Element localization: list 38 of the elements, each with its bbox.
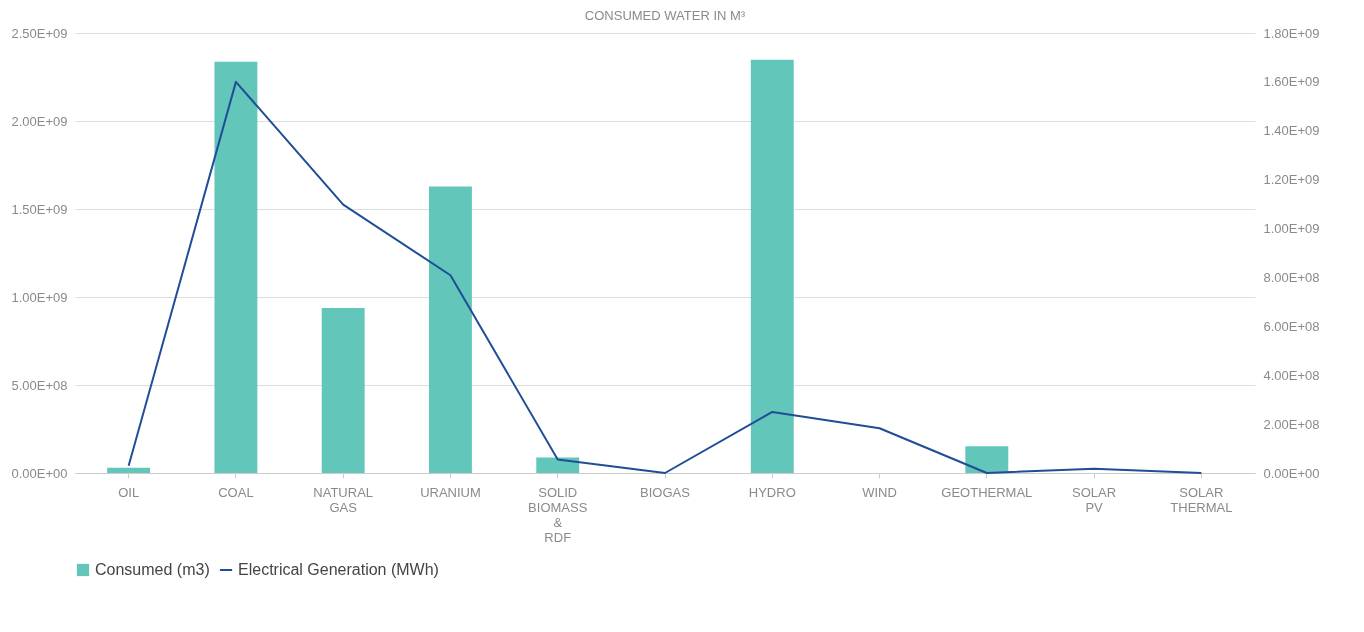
y2-tick-label: 8.00E+08 [1263,269,1320,285]
x-tick-label: GEOTHERMAL [941,484,1033,500]
line-series [127,80,1203,474]
x-tick-label: COAL [218,484,254,500]
bar [429,186,472,473]
y-tick-label: 0.00E+00 [11,465,68,481]
x-tick-label: OIL [118,484,140,500]
y-tick-label: 2.00E+09 [11,113,68,129]
x-tick-label: HYDRO [748,484,796,500]
y2-tick-label: 1.20E+09 [1263,172,1320,188]
bar [321,308,365,473]
y-tick-label: 1.00E+09 [11,289,68,305]
y2-tick-label: 1.60E+09 [1263,74,1320,90]
bar [965,446,1009,473]
y2-tick-label: 1.80E+09 [1263,25,1320,41]
bar [214,61,258,473]
x-tick-label: NATURAL GAS [313,484,374,515]
x-tick-label: SOLID BIOMASS & RDF [528,484,588,545]
y2-tick-label: 0.00E+00 [1263,465,1320,481]
y-tick-label: 5.00E+08 [11,377,68,393]
y2-tick-label: 1.40E+09 [1263,123,1320,139]
bar [750,59,794,473]
bar [536,457,580,473]
x-tick-label: WIND [862,484,897,500]
legend-label: Electrical Generation (MWh) [238,561,439,578]
y2-tick-label: 6.00E+08 [1263,318,1320,334]
y2-tick-label: 4.00E+08 [1263,367,1320,383]
x-tick-label: SOLAR THERMAL [1170,484,1233,515]
y2-tick-label: 2.00E+08 [1263,416,1320,432]
y-tick-label: 2.50E+09 [11,25,68,41]
bar [107,467,151,473]
chart-title: CONSUMED WATER IN M³ [584,8,746,23]
legend-label: Consumed (m3) [95,561,210,578]
y-tick-label: 1.50E+09 [11,201,68,217]
x-tick-label: BIOGAS [640,484,691,500]
y2-tick-label: 1.00E+09 [1263,221,1320,237]
x-tick-label: SOLAR PV [1072,484,1117,515]
x-tick-label: URANIUM [420,484,481,500]
